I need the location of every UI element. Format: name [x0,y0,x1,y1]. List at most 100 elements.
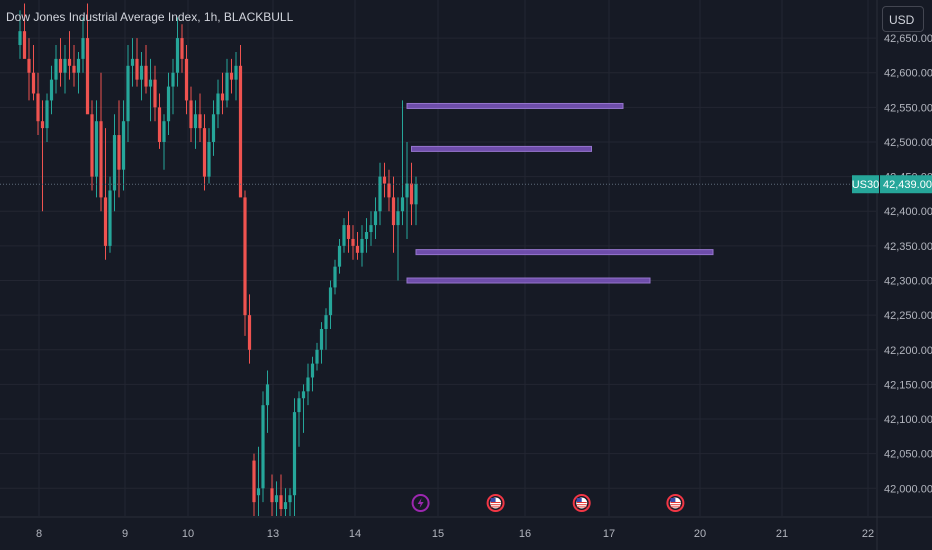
candle-body [49,79,54,101]
candle [324,308,328,350]
y-tick-label: 42,250.00 [884,310,932,322]
candle [382,162,387,198]
candle [31,45,36,101]
candle [256,446,261,516]
candle-body [333,266,337,288]
candle [27,38,31,101]
y-tick-label: 42,100.00 [884,414,932,426]
candle [94,100,99,198]
candle-body [378,176,382,212]
candle [234,51,238,101]
candle [409,162,414,226]
candle-body [72,65,76,73]
candle-body [414,184,418,205]
candle-body [387,183,391,198]
zone-rectangle[interactable] [411,145,592,152]
candle-body [135,58,139,80]
last-price-label-bg [880,175,932,194]
currency-selector[interactable]: USD [882,6,924,32]
candle-body [99,121,103,198]
y-tick-label: 42,000.00 [884,483,932,495]
candle-body [265,384,270,406]
candle-body [175,38,180,73]
candle [405,141,409,239]
candle [391,176,396,253]
candle-body [108,190,112,246]
candle [333,259,337,295]
candle [81,17,85,73]
candle-body [279,495,283,510]
candle [360,225,364,267]
candle-body [126,65,130,122]
candle [328,280,333,329]
candle [310,356,315,392]
candle-body [27,58,31,73]
us-flag-icon[interactable] [572,494,591,512]
candle [121,100,126,191]
candle-body [94,121,99,177]
candle-body [67,58,72,66]
candle-body [310,363,315,378]
candle [171,58,175,115]
candle-body [405,183,409,198]
us-flag-icon[interactable] [666,494,685,512]
candle-body [247,315,252,350]
candle [292,398,297,516]
candle [189,86,193,142]
candle [180,24,184,73]
candle [76,51,81,94]
candle-body [319,328,324,350]
candle-body [166,86,171,122]
zone-rectangle[interactable] [406,277,651,284]
candle-body [54,58,58,80]
x-tick-label: 20 [694,528,706,540]
candle-body [229,72,234,80]
candle [49,65,54,115]
candle-body [409,183,414,205]
y-tick-label: 42,150.00 [884,379,932,391]
candle [202,114,207,191]
candle [342,218,346,253]
candle-body [324,315,328,329]
candle-body [292,412,297,496]
candle-body [207,141,211,177]
candle [315,342,319,371]
candle-body [256,488,261,496]
candle-body [234,65,238,80]
candle-body [22,31,27,59]
candle-body [162,121,166,142]
candle [18,10,22,59]
x-tick-label: 16 [519,528,531,540]
lightning-icon[interactable] [411,494,430,512]
candle [85,3,90,115]
chart-title: Dow Jones Industrial Average Index, 1h, … [6,10,294,24]
candle [283,488,288,516]
candle-body [180,38,184,59]
candle [153,65,157,122]
candle [135,38,139,87]
zone-rectangle[interactable] [415,249,714,256]
last-price-label: 42,439.00 [883,179,932,191]
y-tick-label: 42,600.00 [884,68,932,80]
candle [22,3,27,59]
candle-body [153,79,157,108]
candle [301,384,306,433]
candle-body [112,135,117,191]
x-tick-label: 13 [267,528,279,540]
candle-body [315,349,319,364]
candle [229,58,234,94]
candle-body [360,238,364,253]
candle [162,114,166,170]
candle-body [283,502,288,510]
candle-body [31,72,36,94]
candle [297,391,301,447]
candle-body [270,488,274,503]
zone-rectangle[interactable] [406,102,624,109]
us-flag-icon[interactable] [486,494,505,512]
candle [265,370,270,433]
candle-body [252,460,256,503]
candle-body [63,58,67,73]
candle [126,45,130,142]
candle [72,45,76,87]
